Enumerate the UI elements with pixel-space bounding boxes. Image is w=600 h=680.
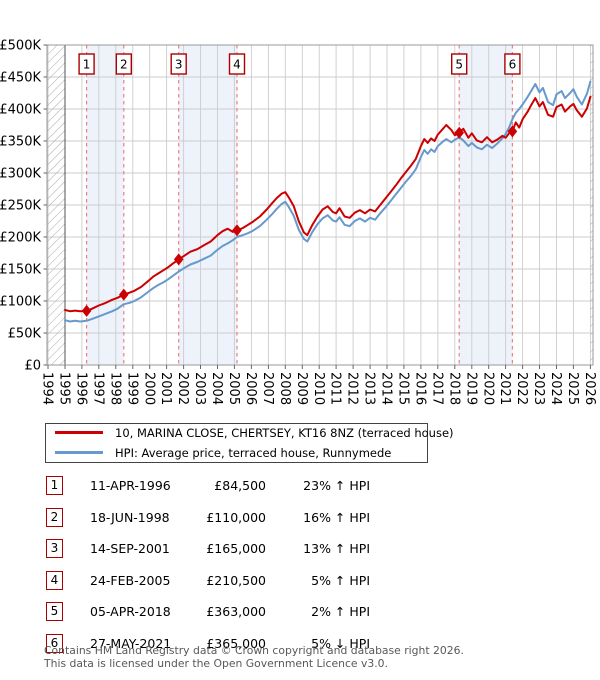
sale-number-badge: 1	[46, 476, 63, 495]
svg-text:5: 5	[455, 58, 463, 72]
svg-text:4: 4	[233, 58, 241, 72]
svg-text:2: 2	[120, 58, 128, 72]
sale-number-badge: 3	[46, 539, 63, 559]
svg-text:2003: 2003	[192, 372, 207, 405]
svg-text:1998: 1998	[107, 372, 122, 405]
sale-price: £110,000	[206, 509, 266, 525]
sale-hpi-diff: 5% ↑ HPI	[311, 572, 370, 588]
svg-text:£400K: £400K	[0, 103, 41, 118]
svg-text:2023: 2023	[531, 372, 546, 405]
svg-text:1999: 1999	[124, 372, 139, 405]
svg-text:3: 3	[175, 58, 183, 72]
svg-text:2021: 2021	[497, 372, 512, 405]
footer-line-2: This data is licensed under the Open Gov…	[44, 656, 388, 670]
svg-text:1: 1	[83, 58, 91, 72]
svg-text:2013: 2013	[362, 372, 377, 405]
sale-price: £84,500	[214, 478, 266, 493]
hpi-line-sample-icon	[55, 451, 103, 454]
sale-number-badge: 4	[46, 570, 63, 590]
svg-text:£250K: £250K	[0, 199, 41, 214]
table-row: 6 27-MAY-2021 £365,000 5% ↓ HPI	[0, 634, 600, 654]
sale-date: 18-JUN-1998	[90, 509, 170, 525]
svg-text:2016: 2016	[412, 372, 427, 405]
svg-text:2008: 2008	[277, 372, 292, 405]
svg-text:2012: 2012	[345, 372, 360, 405]
sales-table: 1 11-APR-1996 £84,500 23% ↑ HPI 2 18-JUN…	[0, 472, 600, 664]
svg-text:2014: 2014	[379, 372, 394, 405]
svg-text:1996: 1996	[73, 372, 88, 405]
license-footer: Contains HM Land Registry data © Crown c…	[44, 644, 464, 671]
sale-date: 11-APR-1996	[90, 478, 171, 493]
svg-text:2010: 2010	[311, 372, 326, 405]
table-row: 5 05-APR-2018 £363,000 2% ↑ HPI	[0, 602, 600, 622]
sale-number-badge: 2	[46, 507, 63, 527]
svg-text:2018: 2018	[446, 372, 461, 405]
legend-label-hpi: HPI: Average price, terraced house, Runn…	[115, 446, 392, 460]
svg-text:2009: 2009	[294, 372, 309, 405]
svg-text:£150K: £150K	[0, 263, 41, 278]
chart-legend: 10, MARINA CLOSE, CHERTSEY, KT16 8NZ (te…	[45, 423, 454, 464]
svg-text:2020: 2020	[480, 372, 495, 405]
svg-text:2017: 2017	[429, 372, 444, 405]
svg-text:2000: 2000	[141, 372, 156, 405]
svg-text:£350K: £350K	[0, 135, 41, 150]
sale-hpi-diff: 2% ↑ HPI	[311, 604, 370, 620]
sale-price: £210,500	[206, 572, 266, 588]
svg-text:£100K: £100K	[0, 295, 41, 310]
sale-hpi-diff: 13% ↑ HPI	[303, 541, 370, 557]
sale-hpi-diff: 23% ↑ HPI	[303, 478, 370, 493]
table-row: 3 14-SEP-2001 £165,000 13% ↑ HPI	[0, 539, 600, 559]
sale-date: 24-FEB-2005	[90, 572, 171, 588]
chart-area: 1 2 3 4 5 6 £0 £50K £100K £150K £200K £250K £300K £35…	[0, 38, 597, 406]
svg-text:£50K: £50K	[8, 327, 42, 342]
svg-text:£300K: £300K	[0, 167, 41, 182]
table-row: 4 24-FEB-2005 £210,500 5% ↑ HPI	[0, 570, 600, 591]
legend-label-property: 10, MARINA CLOSE, CHERTSEY, KT16 8NZ (te…	[115, 426, 454, 440]
legend-item-property: 10, MARINA CLOSE, CHERTSEY, KT16 8NZ (te…	[46, 426, 454, 444]
svg-text:2019: 2019	[463, 372, 478, 405]
svg-text:£500K: £500K	[0, 39, 41, 54]
svg-text:2004: 2004	[209, 372, 224, 405]
sale-price: £365,000	[206, 636, 266, 651]
property-line-sample-icon	[55, 431, 103, 434]
svg-text:2022: 2022	[514, 372, 529, 405]
legend-item-hpi: HPI: Average price, terraced house, Runn…	[46, 446, 427, 464]
table-row: 1 11-APR-1996 £84,500 23% ↑ HPI	[0, 476, 600, 496]
svg-text:2011: 2011	[328, 372, 343, 405]
svg-text:2015: 2015	[395, 372, 410, 405]
svg-text:£200K: £200K	[0, 231, 41, 246]
svg-text:2025: 2025	[565, 372, 580, 405]
svg-text:2002: 2002	[175, 372, 190, 405]
svg-text:2007: 2007	[260, 372, 275, 405]
svg-text:1997: 1997	[90, 372, 105, 405]
footer-line-1: Contains HM Land Registry data © Crown c…	[44, 644, 464, 657]
svg-text:2001: 2001	[158, 372, 173, 405]
table-row: 2 18-JUN-1998 £110,000 16% ↑ HPI	[0, 507, 600, 528]
sale-date: 27-MAY-2021	[90, 636, 172, 651]
price-history-chart: 1 2 3 4 5 6 £0 £50K £100K £150K £200K £250K £300K £35…	[0, 38, 597, 406]
sale-date: 05-APR-2018	[90, 604, 171, 620]
sale-number-badge: 6	[46, 634, 63, 653]
svg-text:£450K: £450K	[0, 71, 41, 86]
sale-price: £165,000	[206, 541, 266, 557]
svg-text:2005: 2005	[226, 372, 241, 405]
sale-hpi-diff: 5% ↓ HPI	[311, 636, 370, 651]
sale-number-badge: 5	[46, 602, 63, 622]
sale-hpi-diff: 16% ↑ HPI	[303, 509, 370, 525]
svg-text:6: 6	[509, 58, 517, 72]
sale-date: 14-SEP-2001	[90, 541, 170, 557]
svg-text:£0: £0	[24, 359, 41, 374]
svg-text:2006: 2006	[243, 372, 258, 405]
svg-text:1995: 1995	[57, 372, 72, 405]
sale-price: £363,000	[206, 604, 266, 620]
svg-text:1994: 1994	[40, 372, 55, 405]
svg-text:2024: 2024	[548, 372, 563, 405]
svg-text:2026: 2026	[582, 372, 597, 405]
